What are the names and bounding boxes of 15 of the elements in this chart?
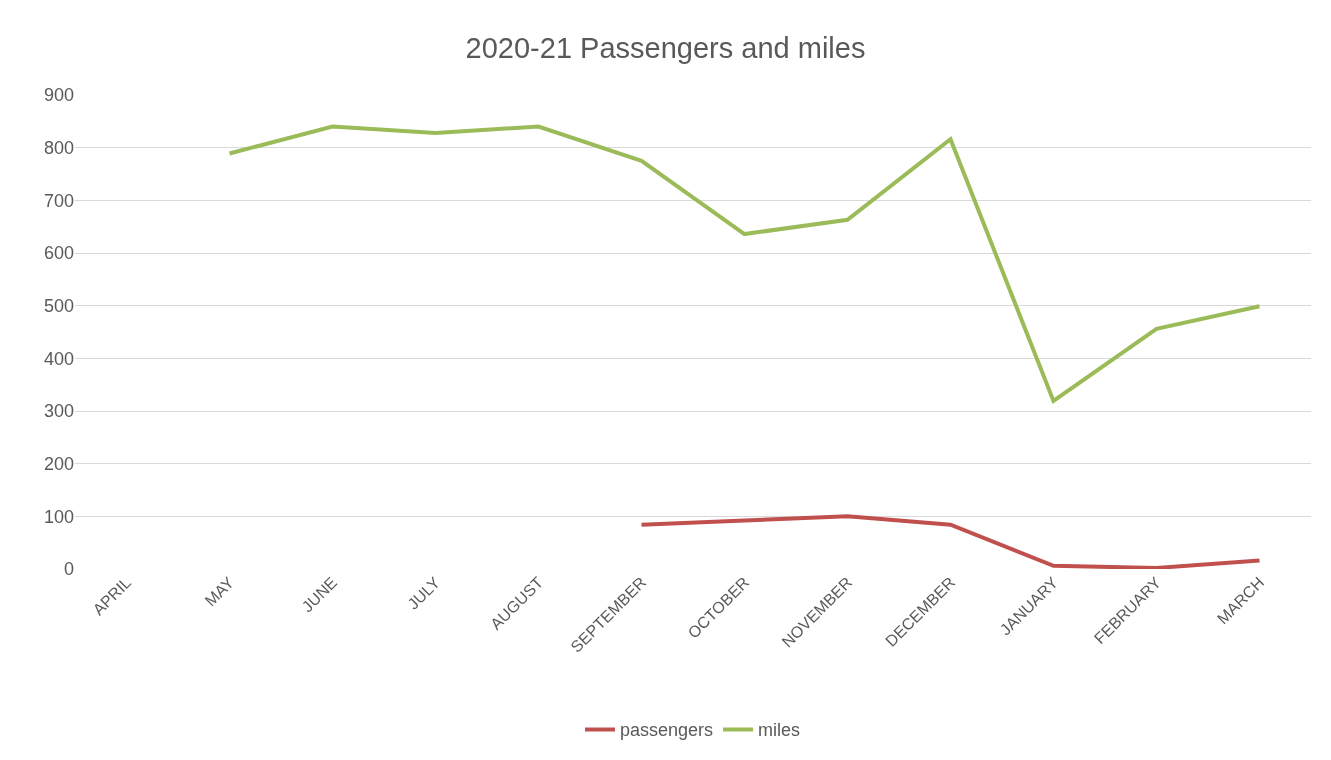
y-tick-label: 600 <box>43 243 74 264</box>
y-tick-label: 0 <box>63 559 74 580</box>
y-tick-label: 800 <box>43 137 74 158</box>
y-tick-label: 300 <box>43 401 74 422</box>
y-tick-label: 500 <box>43 295 74 316</box>
y-tick-label: 100 <box>43 506 74 527</box>
legend-label: miles <box>758 720 801 741</box>
legend-label: passengers <box>620 720 714 741</box>
y-tick-label: 200 <box>43 453 74 474</box>
line-series <box>639 514 1262 569</box>
y-tick-label: 400 <box>43 348 74 369</box>
y-tick-label: 900 <box>43 85 74 106</box>
chart-title: 2020-21 Passengers and miles <box>465 32 866 65</box>
y-tick-label: 700 <box>43 190 74 211</box>
line-series <box>227 124 1262 403</box>
